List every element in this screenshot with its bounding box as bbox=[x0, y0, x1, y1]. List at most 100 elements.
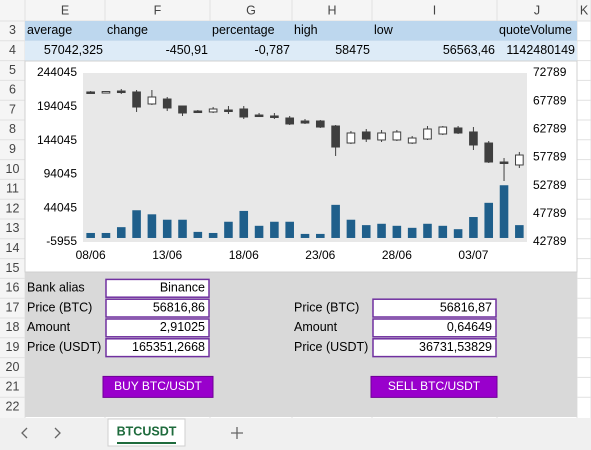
summary-header: quoteVolume bbox=[499, 23, 572, 37]
volume-bar bbox=[178, 219, 187, 238]
volume-bar bbox=[270, 221, 279, 238]
scroll-left[interactable] bbox=[21, 427, 28, 439]
y2-tick-label: 57789 bbox=[533, 150, 567, 164]
input-cell[interactable] bbox=[372, 298, 497, 318]
candle-body bbox=[361, 131, 371, 140]
y-tick-label: 44045 bbox=[44, 200, 78, 214]
field-label: Amount bbox=[294, 320, 338, 334]
column-header: G bbox=[246, 3, 256, 17]
field-label: Price (USDT) bbox=[27, 340, 101, 354]
summary-value: 1142480149 bbox=[506, 43, 575, 57]
summary-value: 58475 bbox=[335, 43, 370, 57]
action-button-label[interactable]: BUY BTC/USDT bbox=[114, 379, 202, 393]
row-header: 21 bbox=[6, 380, 20, 394]
summary-value: 56563,46 bbox=[443, 43, 495, 57]
candle-body bbox=[407, 137, 417, 144]
candle-body bbox=[178, 105, 187, 114]
volume-bar bbox=[423, 223, 432, 238]
candle-body bbox=[392, 131, 402, 141]
candle-body bbox=[377, 132, 386, 141]
column-header: F bbox=[154, 3, 162, 17]
summary-header: average bbox=[27, 23, 72, 37]
summary-value: -450,91 bbox=[166, 43, 208, 57]
y2-tick-label: 72789 bbox=[533, 65, 567, 79]
input-value[interactable]: 56816,86 bbox=[153, 300, 205, 314]
volume-bar bbox=[101, 232, 111, 238]
action-button[interactable] bbox=[102, 375, 214, 398]
input-cell[interactable] bbox=[105, 338, 210, 358]
y-tick-label: 244045 bbox=[37, 65, 77, 79]
action-button[interactable] bbox=[370, 375, 498, 398]
column-header: I bbox=[433, 3, 436, 17]
x-tick-label: 13/06 bbox=[152, 248, 182, 262]
row-header: 11 bbox=[6, 182, 19, 196]
column-header: H bbox=[327, 3, 336, 17]
candle-body bbox=[346, 132, 356, 144]
input-cell[interactable] bbox=[105, 298, 210, 318]
row-header: 18 bbox=[6, 320, 20, 334]
volume-bar bbox=[162, 219, 172, 238]
row-header: 9 bbox=[9, 142, 16, 156]
row-header: 16 bbox=[6, 281, 20, 295]
y2-tick-label: 67789 bbox=[533, 93, 567, 107]
sheet-tab[interactable] bbox=[107, 418, 186, 447]
volume-bar bbox=[132, 210, 141, 238]
candle-body bbox=[499, 161, 509, 165]
row-header: 20 bbox=[6, 360, 20, 374]
candle-body bbox=[423, 128, 432, 140]
column-header: E bbox=[61, 3, 69, 17]
row-header: 14 bbox=[6, 241, 20, 255]
input-value[interactable]: 165351,2668 bbox=[132, 340, 205, 354]
input-value[interactable]: 36731,53829 bbox=[419, 340, 492, 354]
plot-area bbox=[83, 73, 527, 242]
candle-body bbox=[208, 108, 218, 113]
candle-body bbox=[515, 154, 524, 166]
column-header: K bbox=[580, 3, 589, 17]
row-header: 19 bbox=[6, 340, 20, 354]
summary-header-fill bbox=[25, 21, 577, 41]
candle-body bbox=[116, 90, 126, 94]
action-button-label[interactable]: SELL BTC/USDT bbox=[388, 379, 481, 393]
row-header: 7 bbox=[9, 102, 16, 116]
candle-body bbox=[101, 91, 111, 94]
scroll-right[interactable] bbox=[54, 427, 61, 439]
row-header: 17 bbox=[6, 300, 20, 314]
input-cell[interactable] bbox=[372, 318, 497, 338]
candle-body bbox=[484, 142, 494, 163]
field-label: Amount bbox=[27, 320, 71, 334]
candle-body bbox=[315, 120, 325, 128]
column-header: J bbox=[534, 3, 540, 17]
row-header: 8 bbox=[9, 122, 16, 136]
candle-body bbox=[331, 125, 340, 148]
input-cell[interactable] bbox=[105, 278, 210, 298]
volume-bar bbox=[147, 214, 157, 238]
candle-body bbox=[162, 98, 172, 109]
volume-bar bbox=[361, 225, 371, 238]
volume-bar bbox=[469, 217, 478, 238]
field-label: Price (USDT) bbox=[294, 340, 368, 354]
volume-bar bbox=[116, 227, 126, 238]
input-value[interactable]: 56816,87 bbox=[440, 300, 492, 314]
x-tick-label: 08/06 bbox=[76, 248, 106, 262]
input-value[interactable]: 0,64649 bbox=[447, 320, 492, 334]
volume-bar bbox=[515, 225, 524, 238]
candle-body bbox=[453, 127, 463, 134]
row-header: 22 bbox=[6, 399, 20, 413]
input-value[interactable]: 2,91025 bbox=[160, 320, 205, 334]
input-cell[interactable] bbox=[372, 338, 497, 358]
volume-bar bbox=[453, 229, 463, 238]
candle-body bbox=[147, 96, 157, 105]
add-sheet[interactable] bbox=[231, 427, 243, 439]
summary-value: -0,787 bbox=[255, 43, 290, 57]
volume-bar bbox=[224, 221, 233, 238]
volume-bar bbox=[499, 185, 509, 238]
candle-body bbox=[86, 91, 95, 94]
field-label: Price (BTC) bbox=[27, 300, 92, 314]
row-header: 3 bbox=[9, 23, 16, 37]
input-cell[interactable] bbox=[105, 318, 210, 338]
volume-bar bbox=[208, 232, 218, 238]
candle-body bbox=[254, 114, 264, 118]
input-value[interactable]: Binance bbox=[160, 281, 205, 295]
sheet-tab-label[interactable]: BTCUSDT bbox=[117, 424, 177, 438]
